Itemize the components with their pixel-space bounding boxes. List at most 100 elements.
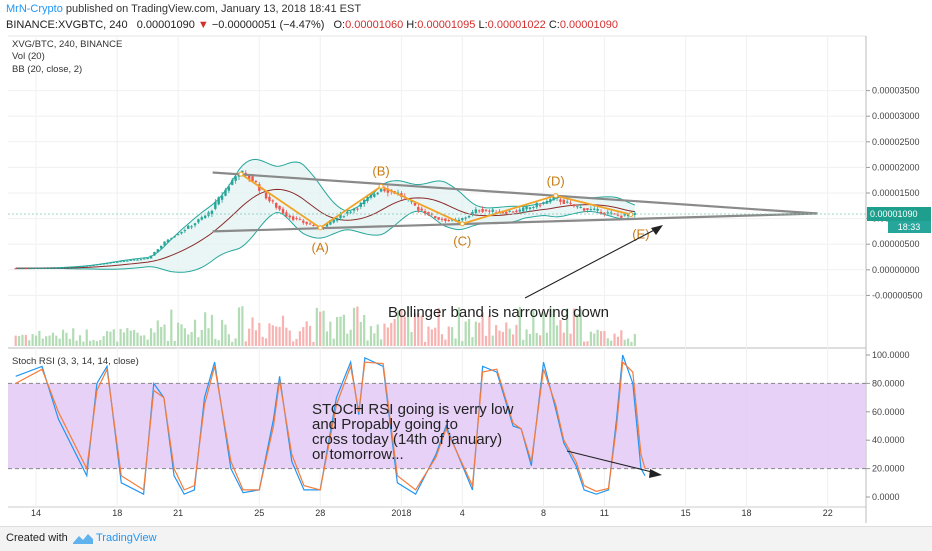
candle-body: [224, 189, 227, 196]
candle-body: [271, 200, 275, 202]
volume-bar: [105, 331, 109, 346]
volume-bar: [332, 338, 335, 346]
candle-body: [149, 255, 153, 259]
volume-bar: [275, 326, 278, 346]
candle-body: [217, 197, 220, 205]
candle-body: [244, 172, 247, 174]
candle-body: [596, 208, 599, 211]
chart-canvas[interactable]: 14 18 21 25 28 2018 4 8 11 15 18 22 0.00003500 0.0000…: [0, 0, 932, 526]
volume-bar: [593, 333, 596, 346]
candle-body: [231, 180, 234, 185]
low-label: L:: [478, 19, 488, 31]
volume-bar: [319, 311, 322, 346]
candle-body: [65, 266, 68, 268]
volume-bar: [248, 328, 251, 346]
candle-body: [31, 268, 34, 270]
volume-bar: [545, 332, 548, 346]
volume-bar: [271, 325, 274, 346]
candle-body: [565, 201, 569, 203]
candle-body: [447, 220, 450, 222]
candle-body: [562, 199, 565, 204]
volume-bar: [505, 322, 508, 346]
volume-bar: [596, 329, 599, 346]
x-tick-label: 2018: [391, 508, 411, 518]
candle-body: [532, 207, 535, 209]
volume-bar: [555, 325, 559, 346]
candle-body: [78, 266, 82, 268]
stoch-arrow-head: [649, 469, 662, 478]
candle-body: [535, 202, 538, 208]
stoch-note-line: STOCH RSI going is verry low: [312, 401, 514, 418]
y-tick-label: 0.00003000: [872, 111, 920, 121]
candle-body: [68, 266, 72, 268]
low-value: 0.00001022: [487, 19, 546, 31]
volume-bar: [393, 319, 396, 346]
candle-body: [593, 208, 596, 210]
stoch-note-arrow: [566, 450, 657, 474]
volume-bar: [207, 328, 210, 346]
author-link[interactable]: MrN-Crypto: [6, 3, 63, 15]
candle-body: [82, 266, 85, 268]
volume-bar: [95, 341, 98, 346]
candle-body: [413, 202, 417, 206]
volume-bar: [613, 333, 616, 346]
candle-body: [616, 214, 620, 216]
candle-body: [359, 202, 362, 207]
candle-body: [444, 218, 447, 221]
volume-bar: [278, 326, 281, 346]
volume-bar: [369, 326, 373, 346]
volume-bar: [21, 334, 24, 346]
volume-bar: [129, 330, 132, 346]
volume-bar: [484, 335, 488, 346]
volume-bar: [214, 338, 217, 346]
countdown-value: 18:33: [898, 222, 921, 232]
candle-body: [72, 266, 75, 268]
candle-body: [237, 174, 241, 177]
wave-label: (C): [453, 234, 471, 249]
candle-body: [511, 211, 515, 213]
candle-body: [132, 259, 136, 261]
volume-bar: [136, 332, 139, 346]
volume-bar: [183, 328, 186, 346]
high-label: H:: [406, 19, 418, 31]
volume-bar: [298, 331, 301, 346]
x-tick-label: 15: [681, 508, 691, 518]
candle-body: [44, 267, 48, 269]
volume-bar: [518, 306, 521, 346]
volume-bar: [623, 339, 626, 346]
volume-bar: [41, 338, 44, 346]
volume-bar: [180, 324, 183, 346]
volume-bar: [237, 307, 241, 346]
volume-bar: [346, 333, 349, 346]
volume-bar: [583, 341, 586, 346]
volume-bar: [146, 339, 149, 346]
candle-body: [481, 208, 484, 212]
volume-bar: [356, 306, 359, 346]
candle-body: [55, 267, 58, 269]
volume-bar: [329, 321, 332, 346]
candle-body: [626, 214, 630, 217]
volume-bar: [427, 326, 430, 346]
volume-bar: [566, 308, 569, 346]
candle-body: [349, 211, 352, 213]
candle-body: [41, 267, 44, 269]
volume-bar: [467, 318, 471, 346]
volume-bar: [204, 312, 207, 346]
volume-bar: [193, 319, 197, 346]
volume-bar: [217, 340, 220, 346]
stoch-legend: Stoch RSI (3, 3, 14, 14, close): [12, 356, 139, 367]
candle-body: [126, 260, 129, 262]
candle-body: [467, 215, 471, 218]
volume-bar: [434, 327, 437, 346]
tradingview-brand-link[interactable]: TradingView: [96, 532, 157, 544]
volume-bar: [525, 329, 528, 346]
volume-bar: [200, 329, 203, 346]
volume-bar: [336, 317, 339, 346]
stoch-d-line: [15, 360, 646, 492]
volume-bar: [82, 341, 85, 346]
volume-bar: [511, 334, 515, 346]
candle-body: [528, 207, 532, 210]
candle-body: [247, 175, 251, 180]
rsi-tick-label: 40.0000: [872, 435, 905, 445]
candle-body: [538, 205, 542, 207]
